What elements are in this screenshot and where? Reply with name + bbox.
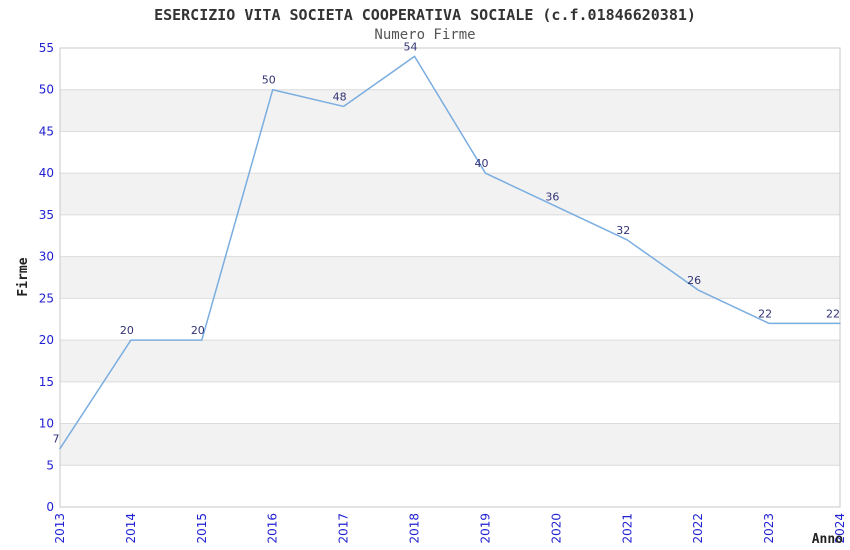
point-label: 36	[545, 191, 559, 204]
point-label: 40	[474, 157, 488, 170]
plot-band	[60, 48, 840, 90]
plot-band	[60, 465, 840, 507]
y-tick-label: 55	[39, 41, 54, 55]
y-tick-label: 25	[39, 291, 54, 305]
x-tick-label: 2021	[620, 513, 634, 544]
point-label: 20	[120, 324, 134, 337]
y-tick-label: 30	[39, 250, 54, 264]
point-label: 32	[616, 224, 630, 237]
y-tick-label: 5	[46, 458, 54, 472]
y-tick-label: 15	[39, 375, 54, 389]
plot-band	[60, 256, 840, 299]
plot-band	[60, 89, 840, 132]
chart-subtitle: Numero Firme	[374, 27, 476, 43]
x-tick-label: 2022	[691, 513, 705, 544]
plot-band	[60, 173, 840, 215]
y-tick-label: 0	[46, 500, 54, 514]
x-tick-label: 2018	[408, 513, 422, 544]
plot-band	[60, 381, 840, 424]
plot-band	[60, 340, 840, 382]
chart-title: ESERCIZIO VITA SOCIETA COOPERATIVA SOCIA…	[154, 6, 696, 24]
x-tick-label: 2020	[549, 513, 563, 544]
x-tick-label: 2016	[266, 513, 280, 544]
point-label: 7	[53, 433, 60, 446]
point-label: 54	[404, 40, 418, 53]
point-label: 26	[687, 274, 701, 287]
y-tick-label: 20	[39, 333, 54, 347]
y-tick-label: 35	[39, 208, 54, 222]
plot-band	[60, 298, 840, 341]
point-label: 22	[758, 307, 772, 320]
x-tick-label: 2014	[124, 513, 138, 544]
y-axis-title: Firme	[16, 257, 31, 296]
point-label: 22	[826, 307, 840, 320]
x-tick-label: 2015	[195, 513, 209, 544]
plot-band	[60, 214, 840, 257]
point-label: 50	[262, 74, 276, 87]
series-line	[59, 55, 841, 450]
y-tick-label: 10	[39, 417, 54, 431]
point-label: 48	[333, 90, 347, 103]
y-tick-label: 45	[39, 124, 54, 138]
x-tick-label: 2024	[833, 513, 847, 544]
point-label: 20	[191, 324, 205, 337]
plot-band	[60, 423, 840, 466]
y-tick-label: 40	[39, 166, 54, 180]
x-tick-label: 2023	[762, 513, 776, 544]
plot-border	[59, 47, 841, 508]
x-tick-label: 2017	[337, 513, 351, 544]
x-tick-label: 2019	[478, 513, 492, 544]
x-tick-label: 2013	[53, 513, 67, 544]
y-tick-label: 50	[39, 83, 54, 97]
plot-band	[60, 131, 840, 174]
x-axis-title: Anno	[812, 532, 843, 547]
